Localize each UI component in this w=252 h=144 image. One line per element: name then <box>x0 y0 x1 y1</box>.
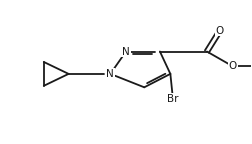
Text: Br: Br <box>167 94 179 104</box>
Text: N: N <box>106 69 114 79</box>
Text: O: O <box>216 26 224 36</box>
Text: N: N <box>122 47 130 56</box>
Text: O: O <box>229 61 237 71</box>
